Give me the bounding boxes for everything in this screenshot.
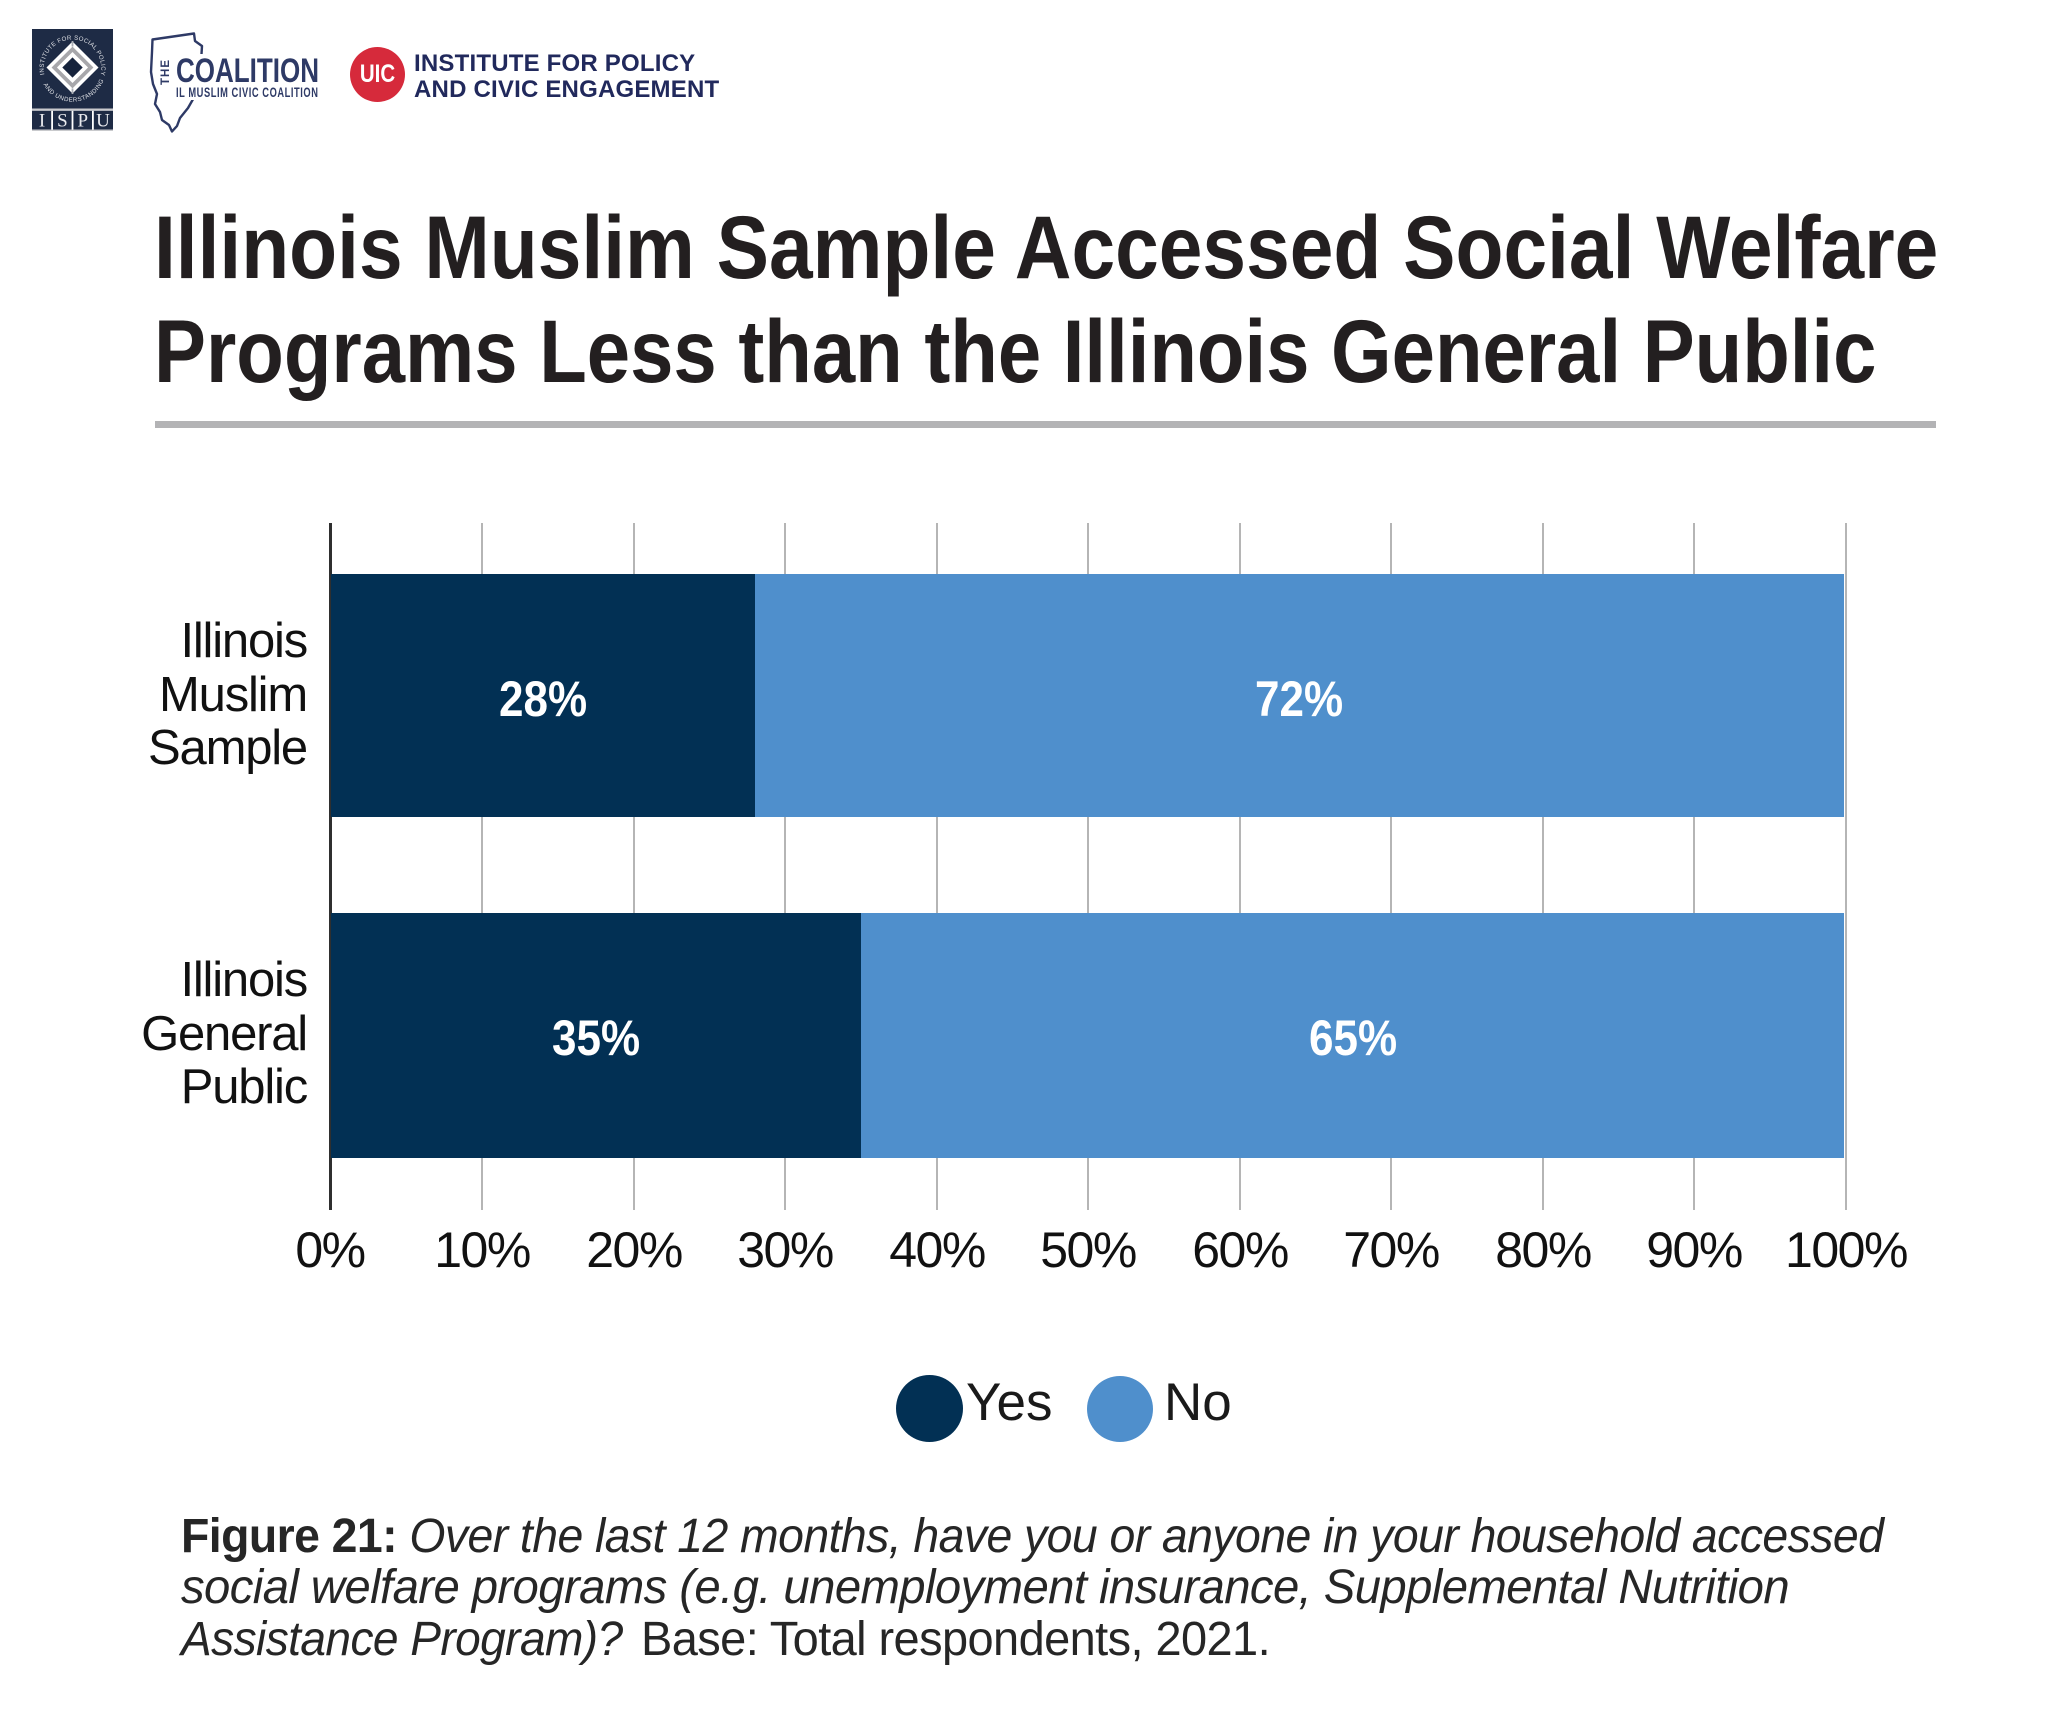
svg-text:S: S (57, 110, 68, 131)
svg-text:P: P (78, 110, 89, 131)
svg-text:I: I (39, 110, 45, 131)
svg-text:U: U (96, 110, 110, 131)
